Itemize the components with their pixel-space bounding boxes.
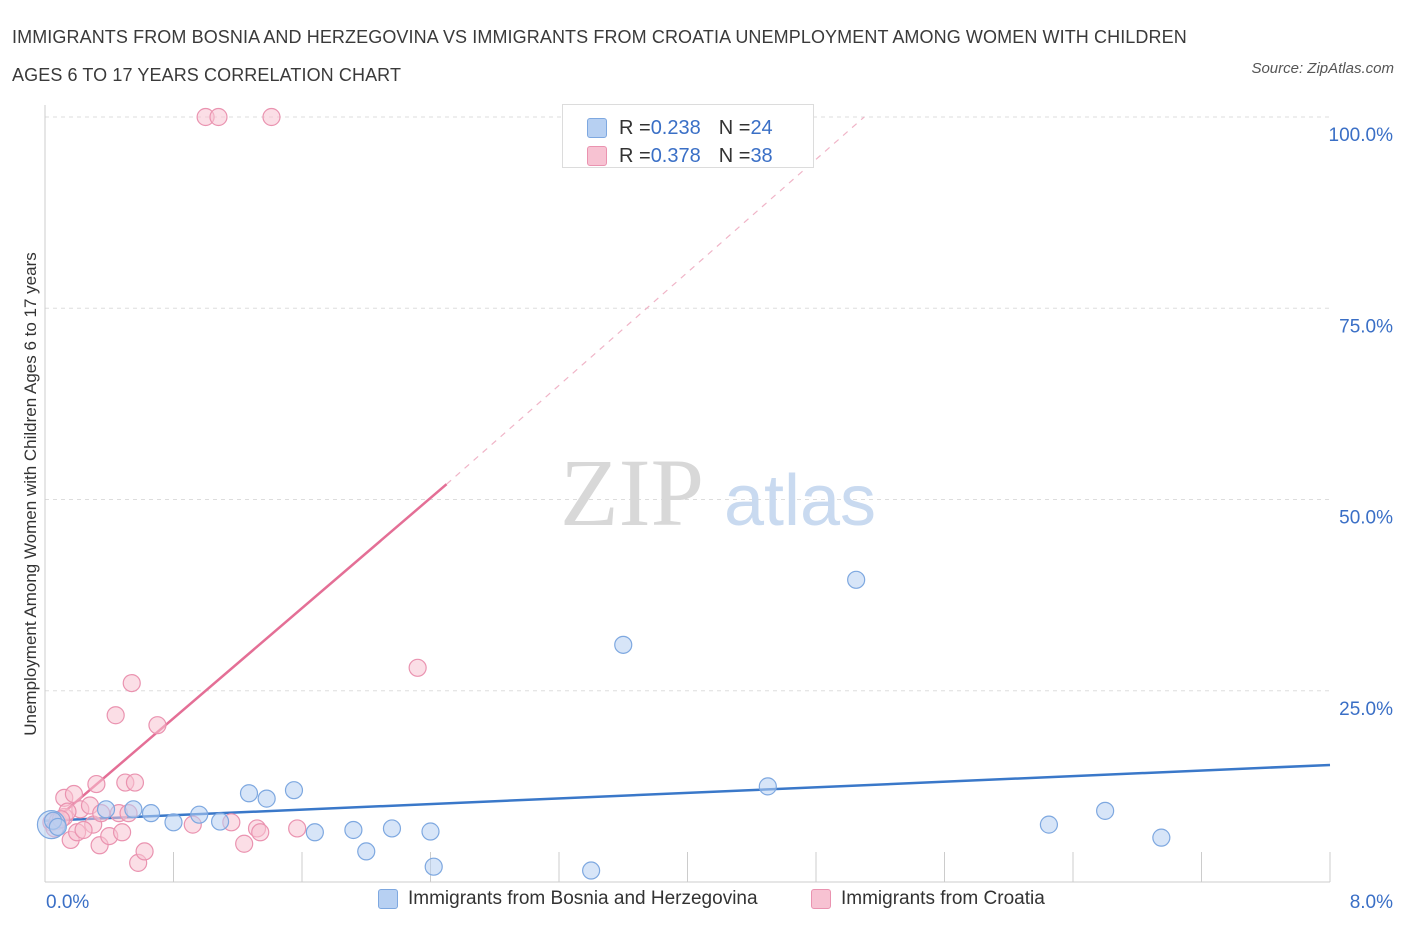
point-bosnia-7 — [190, 805, 209, 824]
watermark: ZIP atlas — [560, 439, 876, 546]
bosnia-r-value: 0.238 — [650, 116, 701, 139]
point-croatia-14 — [106, 706, 125, 725]
legend-bosnia-swatch — [378, 889, 398, 909]
y-tick-label-100: 100.0% — [1329, 125, 1394, 146]
bosnia-n-value: 24 — [750, 116, 773, 139]
point-bosnia-5 — [141, 804, 161, 823]
point-bosnia-12 — [305, 823, 324, 842]
point-croatia-16 — [112, 823, 132, 842]
bosnia-r-label: R = — [619, 116, 651, 139]
point-bosnia-17 — [424, 857, 443, 876]
point-croatia-10 — [87, 774, 106, 794]
croatia-r-value: 0.378 — [650, 144, 701, 167]
x-tick-label-min: 0.0% — [46, 892, 89, 913]
point-bosnia-23 — [1096, 801, 1115, 820]
legend-bosnia[interactable]: Immigrants from Bosnia and Herzegovina — [378, 888, 758, 910]
point-croatia-32 — [288, 819, 307, 838]
point-bosnia-21 — [847, 570, 866, 589]
point-bosnia-8 — [210, 812, 230, 831]
grid-layer — [45, 116, 1330, 692]
point-bosnia-13 — [344, 820, 363, 840]
point-croatia-19 — [122, 673, 141, 693]
point-bosnia-24 — [1152, 828, 1171, 847]
point-bosnia-9 — [239, 784, 259, 803]
point-croatia-35 — [74, 820, 93, 840]
point-croatia-22 — [135, 842, 154, 861]
croatia-n-value: 38 — [750, 144, 773, 167]
croatia-swatch — [587, 146, 607, 166]
point-croatia-5 — [64, 784, 84, 804]
bosnia-n-label: N = — [718, 116, 751, 139]
stats-row-bosnia: R = 0.238 N = 24 — [587, 115, 773, 141]
point-bosnia-15 — [382, 819, 402, 838]
watermark-zip: ZIP — [560, 439, 704, 546]
stats-legend: R = 0.238 N = 24 R = 0.378 N = 38 — [562, 104, 814, 168]
point-bosnia-4 — [124, 800, 143, 819]
point-bosnia-16 — [421, 822, 440, 841]
croatia-n-label: N = — [718, 144, 751, 167]
point-bosnia-6 — [164, 813, 183, 832]
x-tick-label-max: 8.0% — [1350, 892, 1393, 913]
point-bosnia-19 — [614, 635, 633, 654]
y-axis-label: Unemployment Among Women with Children A… — [21, 252, 40, 736]
point-croatia-31 — [262, 107, 281, 127]
points-layer — [36, 107, 1171, 880]
source-label: Source: ZipAtlas.com — [1251, 60, 1394, 77]
point-croatia-28 — [235, 834, 254, 853]
y-tick-label-75: 75.0% — [1339, 316, 1393, 337]
point-bosnia-14 — [357, 842, 376, 861]
y-tick-label-50: 50.0% — [1339, 508, 1393, 529]
trendline-croatia-extension — [446, 116, 865, 485]
point-croatia-26 — [209, 107, 228, 127]
axis-layer: 25.0% 50.0% 75.0% 100.0% 0.0% 8.0% — [44, 105, 1394, 913]
stats-row-croatia: R = 0.378 N = 38 — [587, 143, 773, 169]
legend-croatia-label: Immigrants from Croatia — [841, 888, 1045, 909]
point-bosnia-18 — [582, 861, 601, 880]
legend-croatia-swatch — [811, 889, 831, 909]
point-bosnia-11 — [284, 781, 304, 800]
point-croatia-20 — [125, 773, 145, 792]
point-bosnia-3 — [96, 800, 116, 819]
chart-title: IMMIGRANTS FROM BOSNIA AND HERZEGOVINA V… — [12, 27, 1187, 85]
y-tick-label-25: 25.0% — [1339, 699, 1393, 720]
legend-croatia[interactable]: Immigrants from Croatia — [811, 888, 1045, 910]
point-croatia-23 — [148, 716, 167, 735]
trend-layer — [44, 116, 1331, 830]
point-croatia-30 — [251, 823, 270, 842]
trendline-croatia — [44, 483, 448, 830]
croatia-r-label: R = — [619, 144, 651, 167]
legend-bosnia-label: Immigrants from Bosnia and Herzegovina — [408, 888, 758, 909]
bosnia-swatch — [587, 118, 607, 138]
point-bosnia-22 — [1039, 815, 1059, 834]
trendline-bosnia — [44, 763, 1331, 823]
point-croatia-33 — [408, 658, 427, 677]
watermark-atlas: atlas — [724, 461, 876, 541]
point-bosnia-2 — [48, 817, 67, 837]
point-bosnia-10 — [257, 789, 276, 808]
point-bosnia-20 — [758, 777, 777, 796]
